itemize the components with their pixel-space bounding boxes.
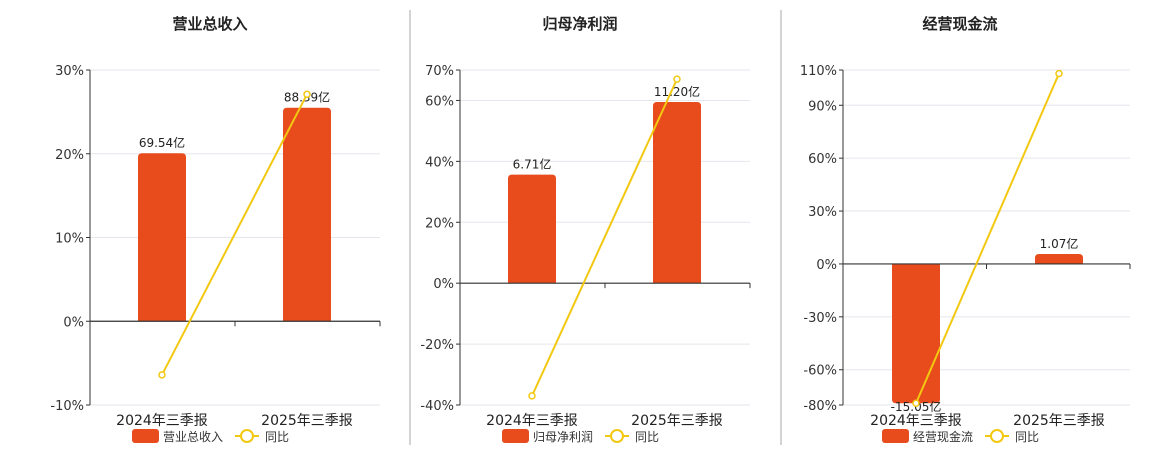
legend-line-marker [990,429,1004,443]
yoy-point [528,392,536,400]
bar [1035,254,1083,264]
legend-line-label: 同比 [635,430,659,444]
bar [283,107,331,322]
yoy-line [161,93,308,376]
y-tick-label: -10% [50,399,84,414]
y-tick-label: 30% [55,64,84,79]
yoy-point [303,90,311,99]
chart-title: 营业总收入 [172,15,247,33]
bar [653,101,701,284]
y-tick-label: -20% [420,338,454,353]
bar-value-label: 6.71亿 [513,157,552,172]
legend-line-label: 同比 [265,430,289,444]
legend-bar-label: 营业总收入 [163,430,223,444]
legend-bar-label: 归母净利润 [533,430,593,444]
y-tick-label: 110% [800,64,837,79]
yoy-point [158,371,166,379]
y-tick-label: 0% [63,315,84,330]
y-tick-label: 40% [425,155,454,170]
y-tick-label: -80% [803,399,837,414]
x-tick-label: 2024年三季报 [116,413,208,429]
y-tick-label: 20% [425,216,454,231]
x-tick-label: 2025年三季报 [631,413,723,429]
legend-bar-swatch [882,429,909,443]
bar [508,174,556,284]
y-tick-label: 70% [425,64,454,79]
chart-title: 归母净利润 [542,15,617,33]
yoy-point [673,75,681,83]
legend-bar-swatch [132,429,159,443]
y-tick-label: 60% [425,94,454,109]
legend-line-marker [240,429,254,443]
y-tick-label: 30% [808,205,837,220]
chart-title: 经营现金流 [922,15,997,33]
yoy-point [912,399,920,407]
yoy-point [1055,69,1063,78]
x-tick-label: 2025年三季报 [261,413,353,429]
bar-value-label: 11.20亿 [654,84,700,99]
legend-line-label: 同比 [1015,430,1039,444]
x-tick-label: 2025年三季报 [1013,413,1105,429]
yoy-line [531,78,678,397]
x-tick-label: 2024年三季报 [870,413,962,429]
bar-value-label: 1.07亿 [1040,236,1079,251]
y-tick-label: 0% [816,258,837,273]
y-tick-label: -40% [420,399,454,414]
legend-bar-swatch [502,429,529,443]
bar [138,153,186,322]
y-tick-label: -60% [803,364,837,379]
y-tick-label: 60% [808,152,837,167]
y-tick-label: 10% [55,232,84,247]
legend-bar-label: 经营现金流 [913,429,973,444]
x-tick-label: 2024年三季报 [486,413,578,429]
yoy-line [915,73,1060,404]
legend-line-marker [610,429,624,443]
bar-value-label: 69.54亿 [139,135,185,150]
y-tick-label: 0% [433,277,454,292]
y-tick-label: 90% [808,99,837,114]
y-tick-label: 20% [55,148,84,163]
bar [892,263,940,404]
y-tick-label: -30% [803,311,837,326]
